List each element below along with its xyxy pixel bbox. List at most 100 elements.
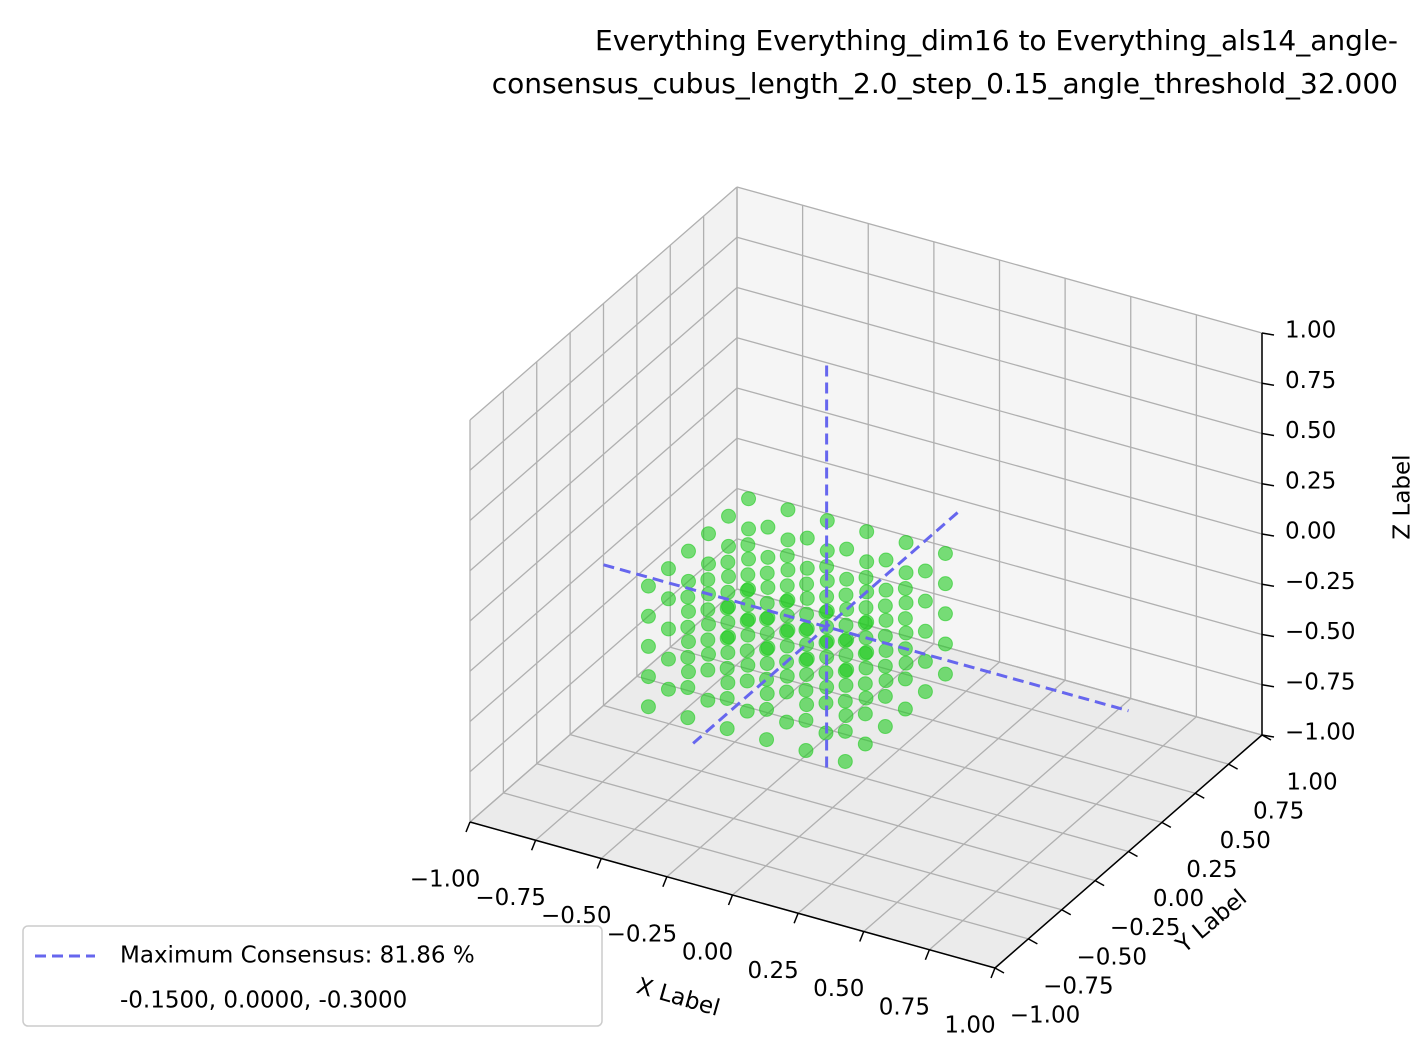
point [839,571,855,587]
tick-mark [530,839,537,851]
x-tick-label: 1.00 [944,1013,995,1039]
point [759,625,775,641]
y-tick-label: 0.25 [1186,857,1237,883]
point [741,491,757,507]
panes: −1.00−0.75−0.50−0.250.000.250.500.751.00… [410,186,1416,1039]
point [837,723,853,739]
point [838,708,854,724]
grid-line [670,646,1196,794]
x-tick-label: −0.50 [541,903,611,929]
point [759,611,775,627]
point [859,554,875,570]
point [839,541,855,557]
point [640,578,656,594]
grid-line [469,337,738,572]
point [720,614,736,630]
point [799,697,815,713]
point [700,692,716,708]
legend-label: Maximum Consensus: 81.86 % [120,943,475,969]
y-tick-label: 1.00 [1286,770,1337,796]
point [739,613,755,629]
point [877,688,893,704]
point [858,600,874,616]
tick-mark [596,858,602,869]
point [857,706,873,722]
grid-line [469,387,738,622]
point [917,563,933,579]
grid-line [469,186,738,421]
tick-mark [1194,792,1205,799]
point [740,627,756,643]
tick-mark [859,931,865,942]
z-axis-label: Z Label [1390,454,1416,539]
z-tick-label: −0.75 [1285,669,1355,695]
point [700,662,716,678]
point [640,699,656,715]
point [898,595,914,611]
point [779,594,795,609]
point [898,535,914,551]
point [680,589,696,605]
point [837,753,853,769]
point [660,621,676,637]
tick-mark [1261,533,1275,537]
point [721,508,737,524]
point [700,632,716,648]
tick-mark [793,912,799,924]
point [837,633,853,649]
point [719,721,735,737]
point [917,653,933,669]
point [779,684,795,700]
point [798,743,814,759]
point [721,538,737,554]
point [837,693,853,709]
z-tick-label: 0.75 [1285,368,1336,394]
tick-mark [465,821,471,833]
point [779,624,795,640]
point [838,587,854,603]
x-tick-label: 0.75 [879,994,930,1020]
y-tick-label: −1.00 [1010,1003,1080,1029]
tick-mark [727,894,734,906]
point [701,526,716,542]
x-tick-label: 0.25 [748,958,799,984]
point [917,684,933,700]
point [799,666,815,682]
x-tick-label: 0.00 [682,940,733,966]
point [780,502,796,518]
point [680,710,696,726]
point [719,600,735,616]
point [680,664,696,680]
tick-mark [1261,382,1275,386]
consensus-line [603,563,1129,713]
x-tick-label: −1.00 [410,867,480,893]
point [937,576,953,592]
grid-line [736,186,1263,334]
point [660,681,676,697]
point [721,569,737,585]
point [779,638,795,654]
tick-mark [1261,432,1275,437]
tick-mark [1261,633,1275,638]
point [759,686,775,702]
point [680,634,696,650]
grid-line [736,337,1263,485]
point [798,622,814,638]
tick-mark [1161,821,1172,829]
grid-line [736,236,1263,384]
tick-mark [924,949,931,961]
point [680,603,696,619]
point [779,668,795,684]
point [877,598,893,614]
z-tick-label: 1.00 [1285,318,1336,344]
point [877,628,893,644]
point [858,570,874,585]
point [897,580,913,596]
tick-mark [1261,684,1275,688]
chart-title: Everything Everything_dim16 to Everythin… [595,24,1398,57]
x-tick-label: 0.50 [813,976,864,1002]
point [640,608,656,624]
point [897,671,913,687]
point [858,690,874,706]
